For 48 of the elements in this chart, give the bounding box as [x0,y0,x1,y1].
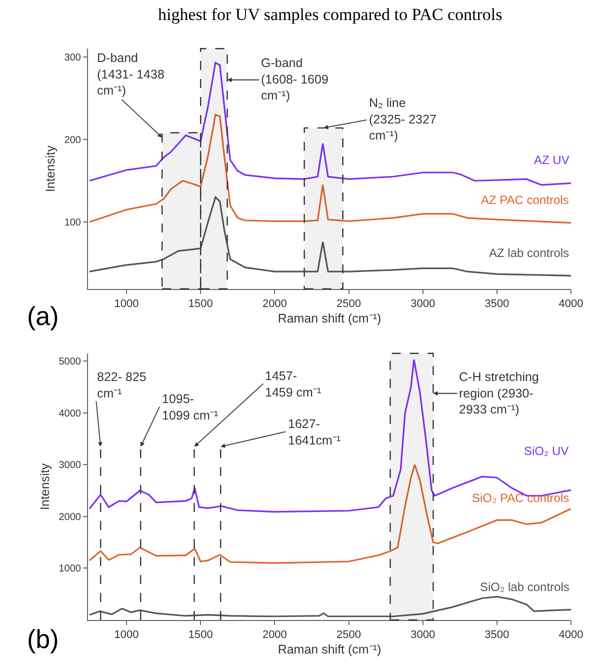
x-tick-label: 1000 [114,629,139,642]
text: (a) [27,301,59,331]
y-tick-label: 2000 [58,512,82,523]
x-tick-label: 4000 [558,629,584,642]
x-axis-title: Raman shift (cm⁻¹) [278,642,382,656]
text: SiO₂ UV [524,444,569,458]
x-tick-label: 2000 [262,298,287,310]
y-axis-title: Intensity [43,144,58,192]
x-tick-label: 3500 [484,629,510,642]
line-series [88,596,571,618]
ref-line-label: 1095- 1099 cm⁻¹ [162,392,218,422]
ref-line-label: 1457- 1459 cm⁻¹ [265,369,322,400]
x-axis-title: Raman shift (cm⁻¹) [278,311,382,326]
line-series [88,464,571,564]
series-label: SiO₂ lab controls [480,580,570,594]
x-tick-label: 2500 [336,629,361,642]
y-tick-label: 5000 [58,356,82,368]
y-axis-title: Intensity [38,462,52,510]
band-label: C-H stretching region (2930- 2933 cm⁻¹) [459,370,539,416]
x-tick-label: 2500 [336,298,361,310]
y-tick-label: 4000 [58,408,82,420]
y-tick-label: 100 [64,218,82,229]
y-tick-label: 1000 [58,564,82,575]
line-series [88,358,571,513]
y-tick-label: 200 [64,134,82,146]
x-tick-label: 3500 [484,298,510,310]
ref-line-label: 1627- 1641cm⁻¹ [288,417,341,448]
band-label: D-band (1431- 1438 cm⁻¹) [97,51,164,98]
x-tick-label: 2000 [262,629,287,642]
x-tick-label: 3000 [410,629,436,642]
y-tick-label: 3000 [58,460,82,472]
y-tick-label: 300 [64,52,82,64]
x-tick-label: 1000 [114,298,139,310]
x-tick-label: 1500 [188,298,213,310]
band-label: G-band (1608- 1609 cm⁻¹) [261,56,328,102]
series-label: AZ lab controls [489,246,570,260]
band-label: N₂ line (2325- 2327 cm⁻¹) [369,96,436,142]
ref-line-label: 822- 825 cm⁻¹ [97,370,146,400]
line-series [88,114,571,224]
x-tick-label: 4000 [558,298,584,310]
line-series [88,196,571,276]
series-label: AZ UV [534,153,570,167]
text: highest for UV samples compared to PAC controls [158,5,502,24]
text: (b) [27,624,59,654]
series-label: SiO₂ PAC controls [472,491,570,505]
x-tick-label: 1500 [188,629,213,642]
x-tick-label: 3000 [410,298,436,310]
series-label: AZ PAC controls [481,193,569,207]
